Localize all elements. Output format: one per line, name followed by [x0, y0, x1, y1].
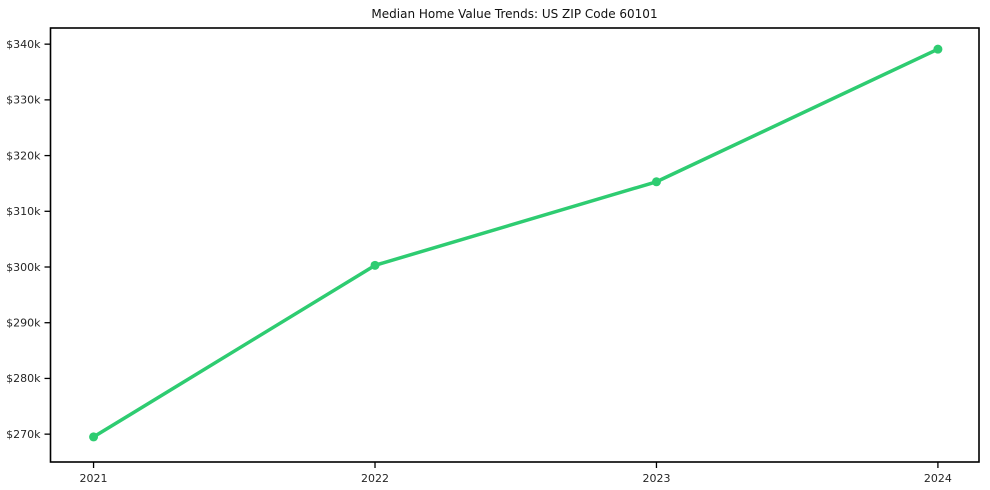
- x-axis-tick-label: 2022: [361, 472, 389, 485]
- y-axis-tick-label: $300k: [6, 261, 41, 274]
- data-point-2021: [89, 432, 99, 442]
- y-axis-tick-label: $280k: [6, 372, 41, 385]
- y-axis-tick-label: $290k: [6, 317, 41, 330]
- x-axis-tick-label: 2021: [80, 472, 108, 485]
- chart-title: Median Home Value Trends: US ZIP Code 60…: [371, 7, 658, 21]
- trend-line: [91, 47, 940, 439]
- y-axis-tick-label: $310k: [6, 205, 41, 218]
- y-axis-tick-label: $320k: [6, 149, 41, 162]
- data-point-2022: [370, 260, 380, 270]
- data-point-2023: [651, 177, 661, 187]
- x-axis-tick-label: 2024: [924, 472, 952, 485]
- x-axis-tick-label: 2023: [642, 472, 670, 485]
- data-point-2024: [933, 44, 943, 54]
- y-axis-tick-label: $340k: [6, 38, 41, 51]
- y-axis-tick-label: $270k: [6, 428, 41, 441]
- y-axis-tick-label: $330k: [6, 94, 41, 107]
- plot-frame: [49, 27, 980, 463]
